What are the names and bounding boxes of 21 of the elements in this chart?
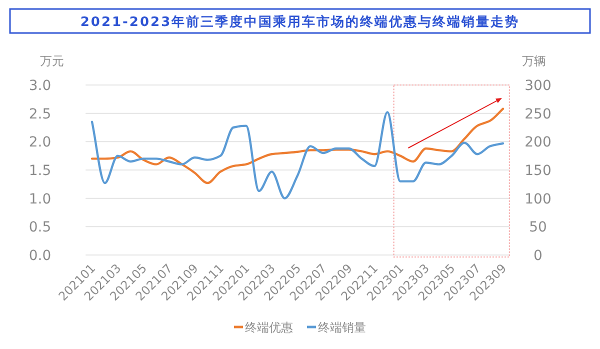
legend-label: 终端优惠 [245,320,293,334]
y-tick-label: 0.0 [28,248,52,264]
y2-tick-label: 0 [534,248,542,264]
y2-tick-label: 250 [524,106,552,122]
legend-label: 终端销量 [318,320,366,334]
y-tick-label: 1.0 [28,191,52,208]
y-axis-title: 万元 [40,54,64,68]
y2-axis-title: 万辆 [522,54,546,68]
y-tick-label: 2.0 [28,134,52,151]
y-tick-label: 2.5 [28,106,52,122]
line-series [90,111,504,200]
y2-tick-label: 100 [524,191,552,208]
chart-title: 2021-2023年前三季度中国乘用车市场的终端优惠与终端销量走势 [80,14,520,30]
y-tick-label: 1.5 [28,163,52,179]
line-series [90,108,504,184]
y2-tick-label: 300 [524,78,552,94]
y-tick-label: 3.0 [28,78,52,94]
y2-tick-label: 150 [524,163,552,179]
y2-tick-label: 50 [529,220,547,236]
y-tick-label: 0.5 [28,220,52,236]
y2-tick-label: 200 [524,134,552,151]
